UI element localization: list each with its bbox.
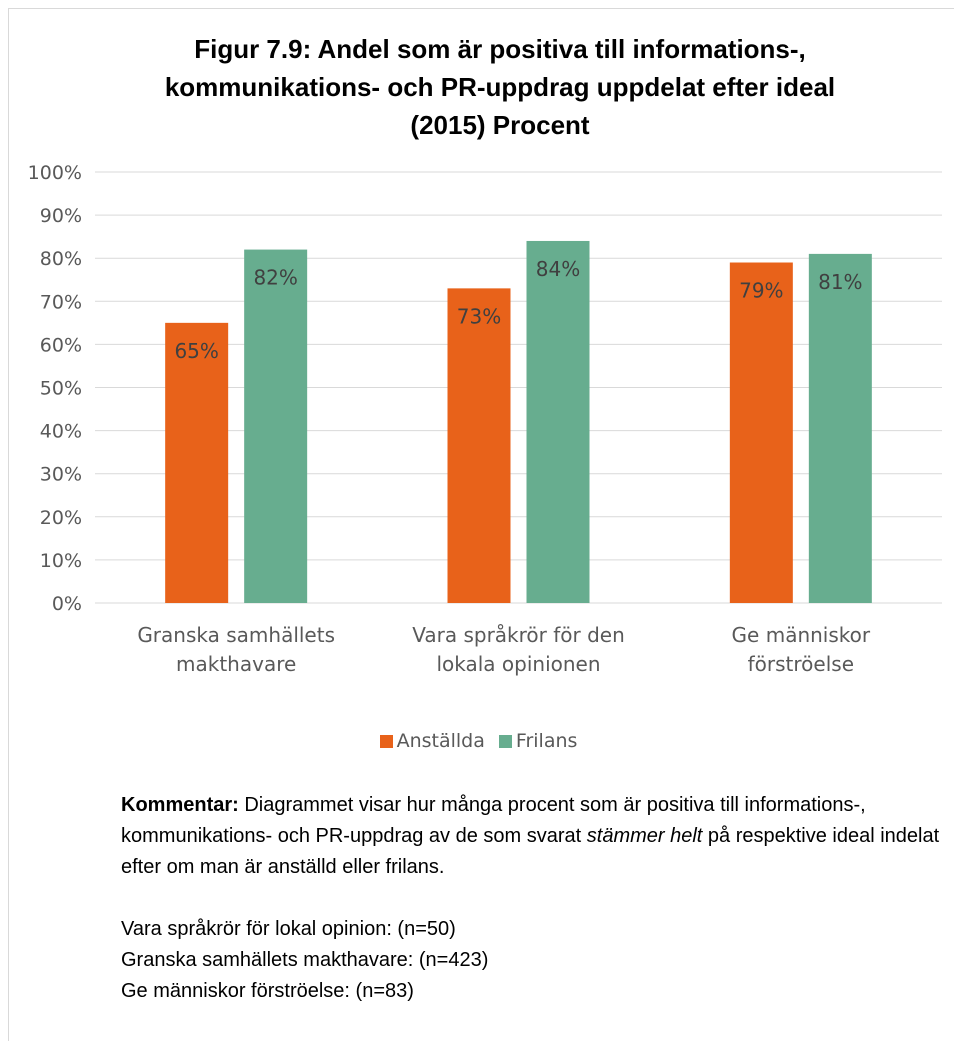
bar-frilans (244, 249, 308, 603)
data-label: 84% (536, 257, 580, 281)
legend-label-frilans: Frilans (515, 730, 578, 752)
x-category-label: Ge människor (732, 623, 871, 647)
bar-anstallda (165, 322, 229, 603)
x-category-label: lokala opinionen (436, 652, 600, 676)
y-tick-label: 60% (40, 334, 82, 356)
title-line: (2015) Procent (410, 110, 590, 140)
bar-anstallda (729, 262, 793, 603)
legend-item-frilans: Frilans (498, 730, 578, 752)
comment-block: Kommentar: Diagrammet visar hur många pr… (121, 790, 941, 1007)
bar-frilans (526, 240, 590, 603)
legend-label-anstallda: Anställda (396, 730, 485, 752)
y-tick-label: 40% (40, 421, 82, 443)
y-tick-label: 80% (40, 248, 82, 270)
x-category-label: Vara språkrör för den (412, 623, 625, 647)
title-line: kommunikations- och PR-uppdrag uppdelat … (164, 72, 836, 102)
bar-anstallda (447, 288, 511, 603)
data-label: 81% (818, 270, 862, 294)
y-tick-label: 20% (40, 507, 82, 529)
y-tick-label: 50% (40, 378, 82, 400)
x-category-label: förströelse (748, 652, 854, 676)
bar-frilans (808, 253, 872, 603)
data-label: 82% (253, 266, 297, 290)
chart-legend: Anställda Frilans (0, 730, 957, 753)
data-label: 65% (174, 339, 218, 363)
note-line: Ge människor förströelse: (n=83) (121, 980, 414, 1002)
y-tick-label: 100% (28, 162, 82, 184)
title-line: Figur 7.9: Andel som är positiva till in… (194, 34, 806, 64)
comment-paragraph: Kommentar: Diagrammet visar hur många pr… (121, 790, 941, 883)
chart-frame (8, 8, 954, 1041)
bar-chart: 0% 10% 20% 30% 40% 50% 60% 70% 80% 90% 100% 65% 82% G… (28, 162, 942, 676)
chart-title: Figur 7.9: Andel som är positiva till in… (60, 30, 940, 144)
comment-text-before: Diagrammet visar hur många procent som ä… (121, 794, 866, 847)
y-tick-label: 10% (40, 550, 82, 572)
y-tick-label: 0% (52, 593, 82, 615)
note-line: Granska samhällets makthavare: (n=423) (121, 949, 489, 971)
sample-size-notes: Vara språkrör för lokal opinion: (n=50) … (121, 914, 941, 1007)
y-tick-label: 70% (40, 291, 82, 313)
legend-swatch-frilans (498, 734, 512, 748)
x-category-label: makthavare (176, 652, 296, 676)
y-tick-label: 90% (40, 205, 82, 227)
comment-text-after: på respektive ideal indelat efter om man… (121, 825, 940, 878)
data-label: 73% (457, 304, 501, 328)
y-tick-label: 30% (40, 464, 82, 486)
note-line: Vara språkrör för lokal opinion: (n=50) (121, 918, 456, 940)
data-label: 79% (739, 279, 783, 303)
x-category-label: Granska samhällets (137, 623, 335, 647)
legend-item-anstallda: Anställda (379, 730, 485, 752)
legend-swatch-anstallda (379, 734, 393, 748)
comment-label: Kommentar: (121, 794, 239, 816)
comment-italic: stämmer helt (586, 825, 703, 847)
